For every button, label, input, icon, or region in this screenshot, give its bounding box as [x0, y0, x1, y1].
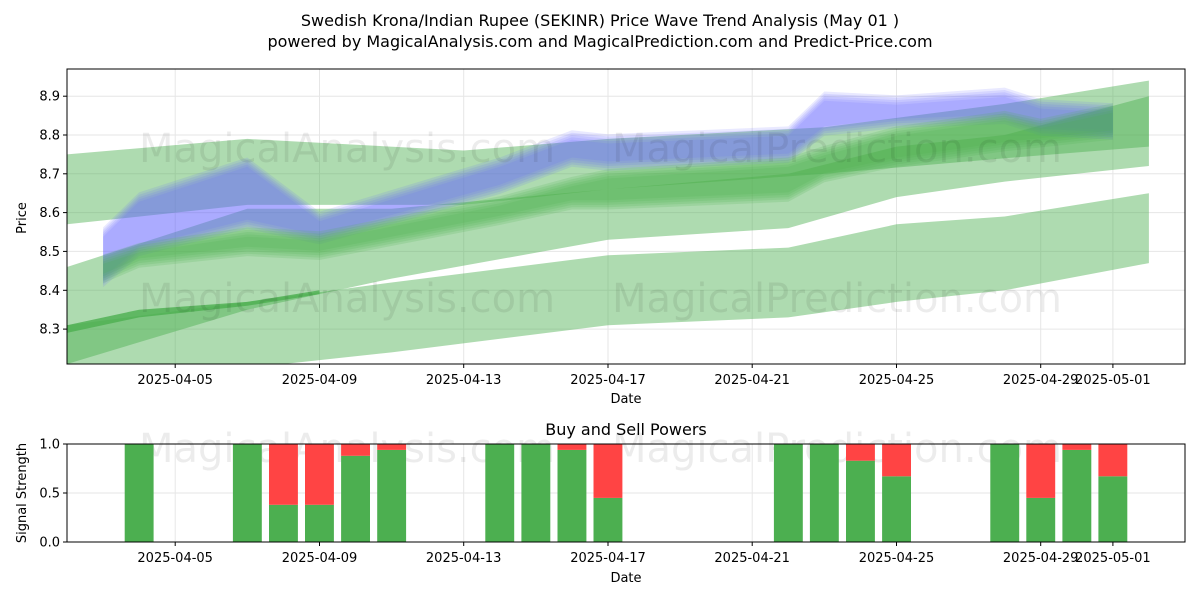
- price-x-tick-label: 2025-04-25: [859, 373, 935, 388]
- buy-bar: [882, 476, 911, 542]
- sell-bar: [377, 444, 407, 450]
- signal-x-tick-label: 2025-04-29: [1003, 551, 1079, 566]
- buy-bar: [305, 504, 334, 542]
- sell-bar: [341, 444, 370, 456]
- price-band-blue: [103, 94, 1113, 285]
- price-y-tick-label: 8.5: [39, 245, 60, 260]
- signal-panel: Buy and Sell Powers MagicalAnalysis.com …: [15, 420, 1186, 586]
- buy-bar: [521, 444, 551, 542]
- watermark-analysis-top-lower: MagicalAnalysis.com: [139, 276, 555, 322]
- price-band-green: [103, 110, 1113, 281]
- signal-x-tick-label: 2025-04-09: [282, 551, 358, 566]
- buy-bar: [1026, 497, 1056, 542]
- buy-bar: [809, 444, 839, 542]
- buy-bar: [232, 444, 262, 542]
- signal-x-tick-label: 2025-04-05: [137, 551, 213, 566]
- price-y-tick-label: 8.9: [39, 90, 60, 105]
- price-y-tick-label: 8.8: [39, 129, 60, 144]
- signal-x-tick-label: 2025-04-13: [426, 551, 502, 566]
- price-band-blue: [103, 92, 1113, 283]
- sell-bar: [1062, 444, 1092, 450]
- price-x-tick-label: 2025-05-01: [1075, 373, 1151, 388]
- price-x-tick-label: 2025-04-29: [1003, 373, 1079, 388]
- buy-bar: [557, 449, 587, 542]
- watermark-analysis-top-upper: MagicalAnalysis.com: [139, 126, 555, 172]
- buy-bar: [485, 444, 515, 542]
- price-band-green: [67, 80, 1149, 225]
- buy-bar: [990, 444, 1020, 542]
- price-band-blue: [103, 96, 1113, 288]
- signal-panel-title: Buy and Sell Powers: [545, 420, 707, 439]
- chart-title-line1: Swedish Krona/Indian Rupee (SEKINR) Pric…: [301, 11, 899, 30]
- buy-bar: [846, 460, 875, 542]
- price-band-green: [103, 107, 1113, 279]
- price-y-ticks: 8.3 8.4 8.5 8.6 8.7 8.8 8.9: [39, 90, 67, 338]
- sell-bar: [1026, 444, 1056, 498]
- buy-bar: [593, 497, 623, 542]
- price-panel: MagicalAnalysis.com MagicalPrediction.co…: [15, 68, 1186, 407]
- price-x-tick-label: 2025-04-21: [714, 373, 790, 388]
- sell-bar: [269, 444, 298, 505]
- price-band-layer: [67, 80, 1149, 364]
- price-bands: [67, 80, 1149, 364]
- price-x-tick-label: 2025-04-17: [570, 373, 646, 388]
- sell-bar: [305, 444, 334, 505]
- signal-y-axis-label: Signal Strength: [15, 443, 30, 543]
- sell-bar: [1098, 444, 1128, 477]
- price-x-tick-label: 2025-04-05: [137, 373, 213, 388]
- sell-bar: [557, 444, 587, 450]
- price-y-axis-label: Price: [15, 202, 30, 234]
- signal-bars: [124, 444, 1128, 542]
- price-x-tick-label: 2025-04-13: [426, 373, 502, 388]
- price-band-green: [103, 103, 1113, 274]
- price-band-green: [67, 290, 320, 333]
- signal-x-tick-label: 2025-04-25: [859, 551, 935, 566]
- buy-bar: [773, 444, 803, 542]
- signal-y-ticks: 0.0 0.5 1.0: [39, 438, 67, 551]
- sell-bar: [846, 444, 875, 461]
- buy-bar: [269, 504, 298, 542]
- price-plot-area: [67, 69, 1185, 364]
- price-y-tick-label: 8.6: [39, 206, 60, 221]
- price-grid: [67, 69, 1185, 364]
- sell-bar: [593, 444, 623, 498]
- price-x-axis-label: Date: [610, 392, 641, 407]
- price-band-green: [67, 96, 1149, 364]
- price-band-green: [67, 193, 1149, 364]
- buy-bar: [1062, 449, 1092, 542]
- signal-x-tick-label: 2025-04-17: [570, 551, 646, 566]
- watermark-prediction-top-lower: MagicalPrediction.com: [612, 276, 1062, 322]
- price-band-blue: [103, 90, 1113, 281]
- buy-bar: [124, 444, 154, 542]
- buy-bar: [341, 455, 370, 542]
- price-plot-frame: [66, 68, 1186, 365]
- price-y-tick-label: 8.3: [39, 323, 60, 338]
- signal-x-tick-label: 2025-04-21: [714, 551, 790, 566]
- signal-x-ticks: 2025-04-05 2025-04-09 2025-04-13 2025-04-17…: [137, 542, 1151, 566]
- price-band-green: [103, 112, 1113, 284]
- signal-y-tick-label: 0.5: [39, 487, 60, 502]
- price-band-blue: [103, 87, 1113, 278]
- signal-x-axis-label: Date: [610, 571, 641, 586]
- sell-bar: [882, 444, 911, 477]
- signal-y-tick-label: 1.0: [39, 438, 60, 453]
- buy-bar: [1098, 476, 1128, 542]
- price-x-tick-label: 2025-04-09: [282, 373, 358, 388]
- price-x-ticks: 2025-04-05 2025-04-09 2025-04-13 2025-04-17…: [137, 364, 1151, 388]
- signal-x-tick-label: 2025-05-01: [1075, 551, 1151, 566]
- price-band-green: [103, 105, 1113, 277]
- buy-bar: [377, 449, 407, 542]
- price-y-tick-label: 8.7: [39, 167, 60, 182]
- price-y-tick-label: 8.4: [39, 284, 60, 299]
- watermark-prediction-top-upper: MagicalPrediction.com: [612, 126, 1062, 172]
- signal-y-tick-label: 0.0: [39, 536, 60, 551]
- chart-title-line2: powered by MagicalAnalysis.com and Magic…: [267, 32, 932, 51]
